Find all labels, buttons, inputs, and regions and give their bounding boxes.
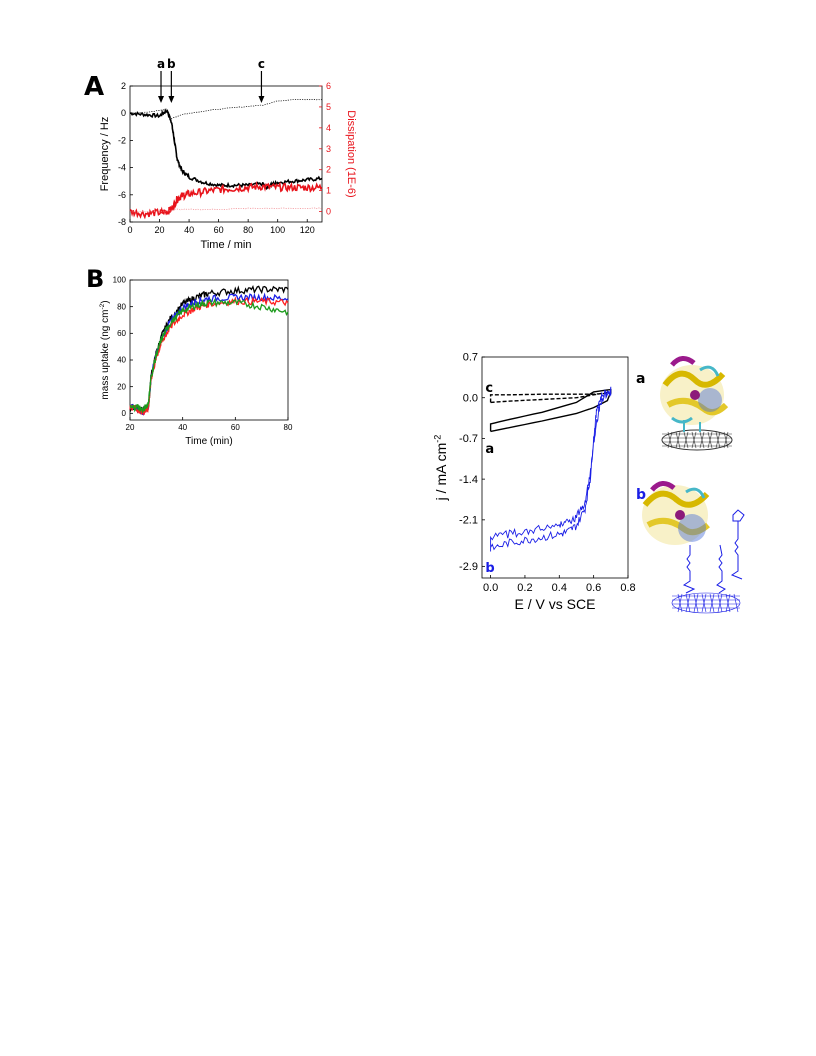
y-tick-label: 80 <box>117 302 126 311</box>
curve-label-c: c <box>485 381 493 396</box>
curve-label-b: b <box>485 561 494 576</box>
x-axis-label: E / V vs SCE <box>515 596 596 612</box>
annotation-label: a <box>157 57 165 71</box>
linkers-b <box>682 509 745 594</box>
y-tick-label: 0.7 <box>463 352 478 364</box>
x-axis-label: Time (min) <box>185 436 232 447</box>
series-line-2 <box>129 180 323 220</box>
x-axis-label: Time / min <box>201 239 252 251</box>
y-tick-label: 100 <box>113 276 127 285</box>
y-tick-label: 0.0 <box>463 392 478 404</box>
series-line-3 <box>129 297 289 413</box>
x-tick-label: 80 <box>284 423 293 432</box>
y-tick-label: 0 <box>122 409 127 418</box>
protein-b <box>642 481 710 545</box>
plot-frame <box>129 85 323 223</box>
y2-tick-label: 5 <box>326 102 331 112</box>
cv-curve-b <box>490 386 612 552</box>
y2-tick-label: 3 <box>326 144 331 154</box>
series-line-1 <box>129 98 323 120</box>
x-tick-label: 0.6 <box>586 582 601 594</box>
y2-tick-label: 4 <box>326 123 331 133</box>
y2-tick-label: 1 <box>326 186 331 196</box>
y2-axis-label: Dissipation (1E-6) <box>345 110 357 197</box>
plot-frame <box>481 356 629 579</box>
annotation-label: b <box>167 57 176 71</box>
y2-tick-label: 6 <box>326 81 331 91</box>
y2-tick-label: 0 <box>326 207 331 217</box>
y-tick-label: 60 <box>117 329 126 338</box>
annotation-label: c <box>258 57 265 71</box>
annotation-arrowhead <box>168 96 175 103</box>
annotation-arrowhead <box>258 96 265 103</box>
x-tick-label: 0.8 <box>620 582 635 594</box>
y-tick-label: 0 <box>121 108 126 118</box>
y-tick-label: -6 <box>118 190 126 200</box>
x-tick-label: 80 <box>243 225 253 235</box>
y-axis-label: j / mA cm-2 <box>432 435 449 502</box>
y-tick-label: -4 <box>118 163 126 173</box>
plot-frame <box>129 279 289 421</box>
y-tick-label: -2.9 <box>459 561 478 573</box>
x-tick-label: 0 <box>127 225 132 235</box>
x-tick-label: 100 <box>270 225 285 235</box>
annotation-arrowhead <box>158 96 165 103</box>
x-tick-label: 0.4 <box>552 582 567 594</box>
x-tick-label: 60 <box>214 225 224 235</box>
structure-label-a: a <box>636 371 645 387</box>
x-tick-label: 120 <box>300 225 315 235</box>
x-tick-label: 20 <box>155 225 165 235</box>
y-tick-label: -1.4 <box>459 474 478 486</box>
y-tick-label: -8 <box>118 217 126 227</box>
x-tick-label: 40 <box>184 225 194 235</box>
x-tick-label: 0.0 <box>483 582 498 594</box>
x-tick-label: 40 <box>178 423 187 432</box>
curve-label-a: a <box>485 442 494 457</box>
nanotube-b <box>671 592 741 614</box>
panel-letter-b: B <box>86 265 105 293</box>
y-tick-label: -0.7 <box>459 433 478 445</box>
x-tick-label: 60 <box>231 423 240 432</box>
panel-letter-a: A <box>84 72 105 102</box>
structure-label-b: b <box>636 487 646 503</box>
y-axis-label: Frequency / Hz <box>99 117 111 192</box>
y-tick-label: -2.1 <box>459 515 478 527</box>
protein-a <box>660 356 729 432</box>
y-tick-label: 40 <box>117 356 126 365</box>
y-tick-label: 20 <box>117 382 126 391</box>
y-tick-label: -2 <box>118 135 126 145</box>
y2-tick-label: 2 <box>326 165 331 175</box>
y-axis-label: mass uptake (ng cm-2) <box>99 300 111 399</box>
nanotube-a <box>661 429 733 451</box>
y-tick-label: 2 <box>121 81 126 91</box>
x-tick-label: 20 <box>126 423 135 432</box>
x-tick-label: 0.2 <box>517 582 532 594</box>
